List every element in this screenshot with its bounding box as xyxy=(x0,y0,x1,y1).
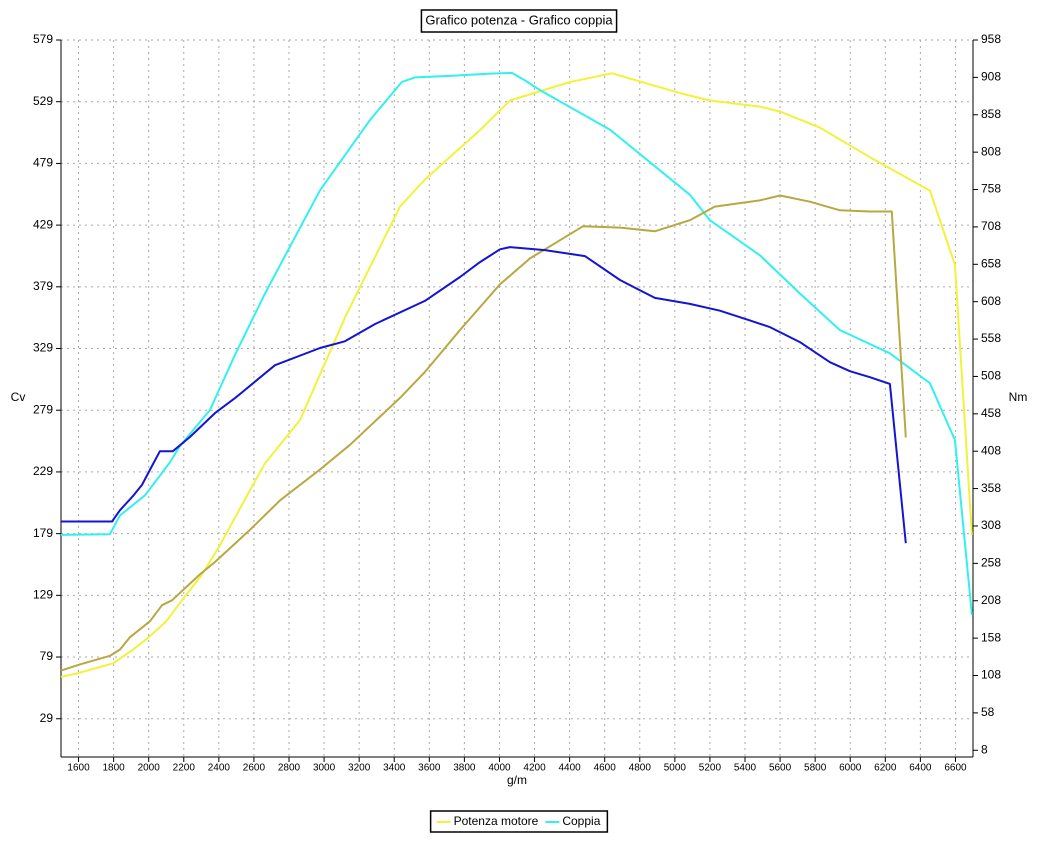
y-tick-label: 479 xyxy=(33,156,53,170)
x-tick-label: 2000 xyxy=(138,763,161,774)
y2-tick-label: 208 xyxy=(981,593,1001,607)
y-tick-label: 329 xyxy=(33,341,53,355)
y2-tick-label: 908 xyxy=(981,70,1001,84)
y2-tick-label: 608 xyxy=(981,294,1001,308)
x-tick-label: 1600 xyxy=(67,763,90,774)
y2-tick-label: 8 xyxy=(981,742,988,756)
y2-tick-label: 658 xyxy=(981,256,1001,270)
y2-tick-label: 108 xyxy=(981,668,1001,682)
x-tick-label: 3600 xyxy=(418,763,441,774)
x-tick-label: 6400 xyxy=(909,763,932,774)
x-tick-label: 5400 xyxy=(734,763,757,774)
y-axis-label: Cv xyxy=(11,390,26,404)
x-tick-label: 3000 xyxy=(313,763,336,774)
y2-tick-label: 408 xyxy=(981,443,1001,457)
x-tick-label: 4800 xyxy=(629,763,652,774)
y-tick-label: 79 xyxy=(40,649,54,663)
x-tick-label: 4400 xyxy=(558,763,581,774)
y2-tick-label: 508 xyxy=(981,369,1001,383)
chart-title: Grafico potenza - Grafico coppia xyxy=(425,12,613,27)
series-line xyxy=(61,246,907,544)
y2-tick-label: 758 xyxy=(981,182,1001,196)
y-tick-label: 379 xyxy=(33,279,53,293)
y2-tick-label: 858 xyxy=(981,107,1001,121)
y2-tick-label: 958 xyxy=(981,32,1001,46)
title-box xyxy=(420,9,618,33)
x-tick-label: 2400 xyxy=(208,763,231,774)
y2-tick-label: 708 xyxy=(981,219,1001,233)
y2-tick-label: 808 xyxy=(981,144,1001,158)
y-tick-label: 129 xyxy=(33,588,53,602)
legend-label: Potenza motore xyxy=(454,814,539,828)
y-tick-label: 179 xyxy=(33,526,53,540)
x-tick-label: 3400 xyxy=(383,763,406,774)
y2-tick-label: 558 xyxy=(981,331,1001,345)
x-tick-label: 4200 xyxy=(523,763,546,774)
x-tick-label: 5600 xyxy=(769,763,792,774)
y2-tick-label: 358 xyxy=(981,481,1001,495)
x-tick-label: 6200 xyxy=(874,763,897,774)
x-tick-label: 5000 xyxy=(664,763,687,774)
series-line xyxy=(60,194,907,672)
x-tick-label: 5800 xyxy=(804,763,827,774)
series-line xyxy=(60,71,973,615)
x-tick-label: 4600 xyxy=(594,763,617,774)
y2-axis-label: Nm xyxy=(1009,390,1028,404)
y-tick-label: 279 xyxy=(33,402,53,416)
y-tick-label: 429 xyxy=(33,217,53,231)
y-tick-label: 229 xyxy=(33,464,53,478)
legend-box xyxy=(429,810,609,833)
y-tick-label: 579 xyxy=(33,32,53,46)
x-tick-label: 2600 xyxy=(243,763,266,774)
x-tick-label: 3800 xyxy=(453,763,476,774)
series-line xyxy=(60,72,973,678)
x-tick-label: 5200 xyxy=(699,763,722,774)
x-tick-label: 6600 xyxy=(944,763,967,774)
legend-label: Coppia xyxy=(562,814,600,828)
y2-tick-label: 158 xyxy=(981,630,1001,644)
x-tick-label: 3200 xyxy=(348,763,371,774)
x-tick-label: 4000 xyxy=(488,763,511,774)
y2-tick-label: 258 xyxy=(981,556,1001,570)
y2-tick-label: 308 xyxy=(981,518,1001,532)
x-tick-label: 6000 xyxy=(839,763,862,774)
y-tick-label: 529 xyxy=(33,94,53,108)
x-tick-label: 1800 xyxy=(102,763,125,774)
y-tick-label: 29 xyxy=(40,711,54,725)
x-tick-label: 2800 xyxy=(278,763,301,774)
x-tick-label: 2200 xyxy=(173,763,196,774)
x-axis-label: g/m xyxy=(507,773,527,787)
y2-tick-label: 58 xyxy=(981,705,995,719)
y2-tick-label: 458 xyxy=(981,406,1001,420)
